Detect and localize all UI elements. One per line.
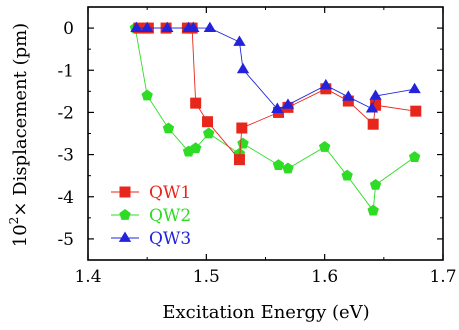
y-axis-title: 102× Displacement (pm) xyxy=(7,23,31,247)
x-tick-label: 1.4 xyxy=(74,267,101,287)
data-point-qw3 xyxy=(408,82,421,94)
data-point-qw2 xyxy=(272,159,285,170)
data-point-qw2 xyxy=(367,204,379,216)
y-axis-title-exponent: 2 xyxy=(7,217,21,225)
legend-entry-qw1: QW1 xyxy=(111,183,191,203)
x-axis-title: Excitation Energy (eV) xyxy=(162,302,369,323)
data-point-qw3 xyxy=(365,102,379,113)
x-tick-label: 1.6 xyxy=(311,267,338,287)
y-axis-title-suffix: × Displacement (pm) xyxy=(10,23,31,217)
data-point-qw1 xyxy=(202,116,214,128)
legend-label: QW2 xyxy=(149,206,191,226)
legend: QW1 QW2 QW3 xyxy=(111,183,191,249)
data-point-qw1 xyxy=(236,122,248,134)
data-point-qw2 xyxy=(237,137,249,149)
data-point-qw3 xyxy=(187,21,200,32)
legend-entry-qw3: QW3 xyxy=(111,229,191,249)
data-point-qw3 xyxy=(233,35,246,46)
data-point-qw3 xyxy=(203,21,217,32)
data-point-qw2 xyxy=(141,89,153,101)
y-axis-title-prefix: 10 xyxy=(10,224,31,247)
legend-marker xyxy=(119,209,131,220)
data-point-qw1 xyxy=(367,118,379,130)
series-qw3 xyxy=(130,21,421,113)
data-point-qw2 xyxy=(318,140,331,152)
y-tick-label: -1 xyxy=(57,61,74,81)
y-tick-label: -3 xyxy=(57,146,74,166)
data-point-qw3 xyxy=(130,21,143,32)
series-layer xyxy=(129,21,422,216)
data-point-qw1 xyxy=(370,99,382,111)
legend-label: QW3 xyxy=(149,229,191,249)
plot-frame xyxy=(87,6,444,261)
legend-marker xyxy=(118,231,132,242)
data-point-qw3 xyxy=(236,62,250,74)
data-point-qw3 xyxy=(281,98,295,109)
legend-entry-qw2: QW2 xyxy=(111,206,191,226)
data-point-qw3 xyxy=(369,89,382,100)
data-point-qw2 xyxy=(189,142,202,154)
data-point-qw2 xyxy=(369,178,382,190)
y-tick-label: 0 xyxy=(63,19,74,39)
y-tick-label: -2 xyxy=(57,103,74,123)
data-point-qw2 xyxy=(282,162,294,174)
legend-marker xyxy=(119,186,131,198)
data-point-qw1 xyxy=(342,95,354,107)
data-point-qw3 xyxy=(140,21,154,32)
data-point-qw3 xyxy=(342,90,355,101)
data-point-qw3 xyxy=(271,102,284,113)
labels-layer: 1.4 1.5 1.6 1.7 0 -1 -2 -3 -4 -5 xyxy=(57,19,456,287)
x-tick-label: 1.7 xyxy=(429,267,456,287)
data-point-qw2 xyxy=(408,151,421,162)
data-point-qw3 xyxy=(319,78,333,90)
data-point-qw2 xyxy=(341,169,353,181)
y-tick-label: -5 xyxy=(57,230,74,250)
data-point-qw1 xyxy=(190,97,202,109)
y-tick-label: -4 xyxy=(57,188,74,208)
data-point-qw2 xyxy=(162,122,175,134)
legend-label: QW1 xyxy=(149,183,191,203)
data-point-qw2 xyxy=(202,127,215,139)
ticks-layer xyxy=(87,6,444,261)
data-point-qw3 xyxy=(161,21,174,32)
x-tick-label: 1.5 xyxy=(193,267,220,287)
data-point-qw1 xyxy=(233,154,245,166)
data-point-qw1 xyxy=(410,105,422,117)
